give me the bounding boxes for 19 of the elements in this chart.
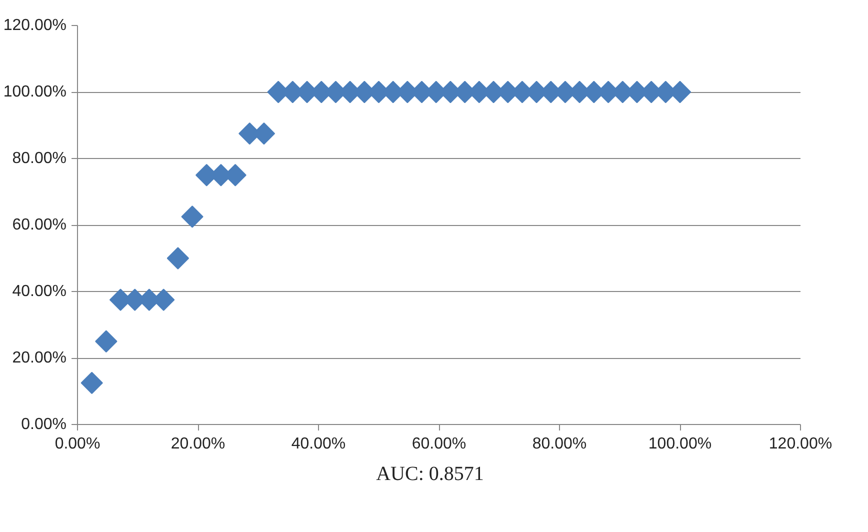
x-tick-label: 120.00% (768, 436, 832, 452)
y-tick-label: 20.00% (12, 350, 66, 366)
x-tick-label: 100.00% (648, 436, 712, 452)
point (181, 206, 204, 228)
point (166, 247, 190, 270)
point (95, 330, 118, 352)
x-tick-label: 60.00% (412, 436, 466, 452)
y-tick-label: 120.00% (3, 17, 67, 34)
point (80, 372, 103, 394)
y-tick-label: 100.00% (3, 84, 67, 100)
x-tick-label: 0.00% (54, 436, 100, 452)
y-tick-label: 80.00% (12, 150, 66, 167)
y-tick-label: 40.00% (12, 283, 66, 300)
x-tick-label: 20.00% (170, 436, 226, 452)
x-tick-label: 80.00% (532, 436, 587, 452)
x-tick-label: 40.00% (291, 436, 346, 452)
text: AUC: 0.8571 (376, 462, 484, 487)
y-tick-label: 60.00% (12, 216, 66, 234)
y-tick-label: 0.00% (21, 416, 67, 433)
